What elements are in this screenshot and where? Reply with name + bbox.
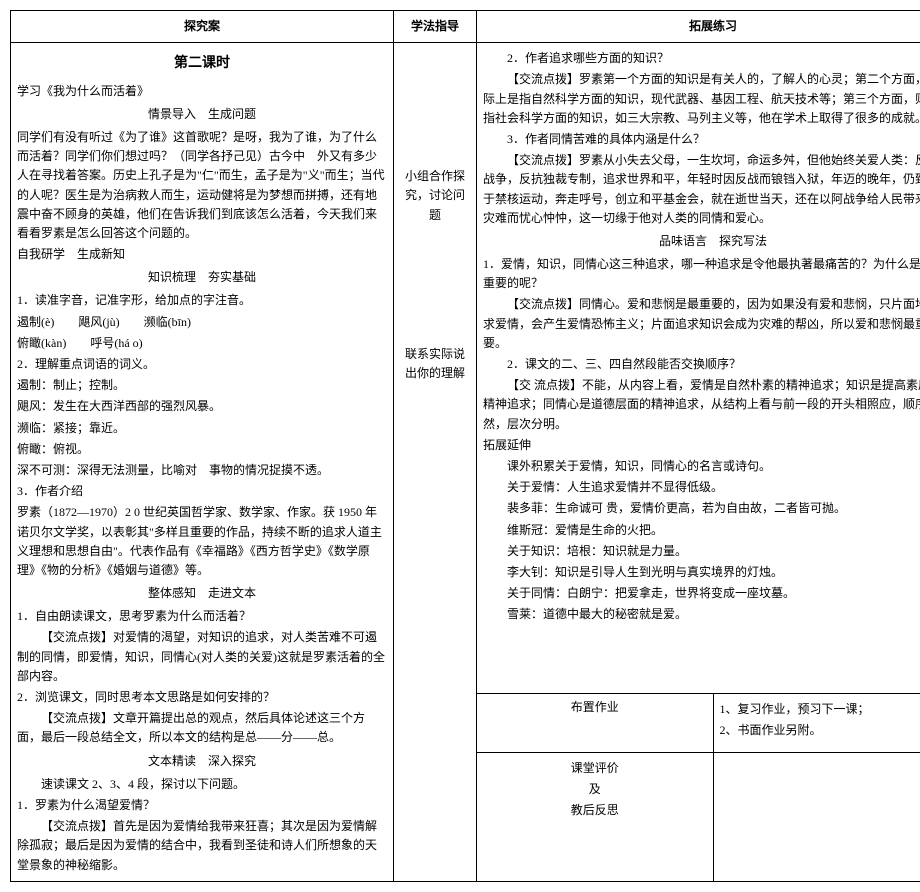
scene-intro-heading: 情景导入 生成问题 bbox=[17, 105, 387, 124]
taste-a1: 【交流点拨】同情心。爱和悲悯是最重要的，因为如果没有爱和悲悯，只片面地追求爱情，… bbox=[483, 295, 920, 353]
eval-content bbox=[713, 752, 920, 881]
overall-q1: 1．自由朗读课文，思考罗素为什么而活着？ bbox=[17, 607, 387, 626]
overall-heading: 整体感知 走进文本 bbox=[17, 584, 387, 603]
ext-line: 课外积累关于爱情，知识，同情心的名言或诗句。 bbox=[483, 457, 920, 476]
item2a: 遏制：制止；控制。 bbox=[17, 376, 387, 395]
header-col3: 拓展练习 bbox=[477, 11, 920, 43]
ext4: 关于知识：培根：知识就是力量。 bbox=[483, 542, 920, 561]
mid-block1: 小组合作探究，讨论问题 bbox=[400, 167, 470, 225]
lesson-plan-table: 探究案 学法指导 拓展练习 第二课时 学习《我为什么而活着》 情景导入 生成问题… bbox=[10, 10, 920, 882]
overall-a1: 【交流点拨】对爱情的渴望，对知识的追求，对人类苦难不可遏制的同情，即爱情，知识，… bbox=[17, 628, 387, 686]
header-col2: 学法指导 bbox=[394, 11, 477, 43]
q1: 1．罗素为什么渴望爱情？ bbox=[17, 796, 387, 815]
overall-a2: 【交流点拨】文章开篇提出总的观点，然后具体论述这三个方面，最后一段总结全文，所以… bbox=[17, 709, 387, 747]
item1-line2: 俯瞰(kàn) 呼号(há o) bbox=[17, 334, 387, 353]
assignment-label: 布置作业 bbox=[477, 693, 714, 752]
taste-q2: 2．课文的二、三、四自然段能否交换顺序？ bbox=[483, 355, 920, 374]
mid-block2: 联系实际说出你的理解 bbox=[400, 345, 470, 383]
eval-l1: 课堂评价 bbox=[483, 759, 707, 778]
q1-ans: 【交流点拨】首先是因为爱情给我带来狂喜；其次是因为爱情解除孤寂；最后是因为爱情的… bbox=[17, 817, 387, 875]
ext5: 李大钊：知识是引导人生到光明与真实境界的灯烛。 bbox=[483, 563, 920, 582]
text-read-heading: 文本精读 深入探究 bbox=[17, 752, 387, 771]
item1: 1．读准字音，记准字形，给加点的字注音。 bbox=[17, 291, 387, 310]
item2: 2．理解重点词语的词义。 bbox=[17, 355, 387, 374]
item2b: 飓风：发生在大西洋西部的强烈风暴。 bbox=[17, 397, 387, 416]
eval-label: 课堂评价 及 教后反思 bbox=[477, 752, 714, 881]
q2: 2．作者追求哪些方面的知识？ bbox=[483, 49, 920, 68]
overall-q2: 2．浏览课文，同时思考本文思路是如何安排的？ bbox=[17, 688, 387, 707]
item2e: 深不可测：深得无法测量，比喻对 事物的情况捉摸不透。 bbox=[17, 461, 387, 480]
q3-ans: 【交流点拨】罗素从小失去父母，一生坎坷，命运多舛，但他始终关爱人类：反对战争，反… bbox=[483, 151, 920, 228]
knowledge-heading: 知识梳理 夯实基础 bbox=[17, 268, 387, 287]
text-read-line: 速读课文 2、3、4 段，探讨以下问题。 bbox=[17, 775, 387, 794]
q2-ans: 【交流点拨】罗素第一个方面的知识是有关人的，了解人的心灵；第二个方面，实际上是指… bbox=[483, 70, 920, 128]
item3: 3．作者介绍 bbox=[17, 482, 387, 501]
item3-text: 罗素（1872—1970）2 0 世纪英国哲学家、数学家、作家。获 1950 年… bbox=[17, 503, 387, 580]
ext3: 维斯冠：爱情是生命的火把。 bbox=[483, 521, 920, 540]
assignment-1: 1、复习作业，预习下一课； bbox=[720, 700, 920, 719]
eval-l2: 及 bbox=[483, 780, 707, 799]
assignment-2: 2、书面作业另附。 bbox=[720, 721, 920, 740]
lesson-title: 第二课时 bbox=[17, 53, 387, 75]
taste-a2: 【交 流点拨】不能，从内容上看，爱情是自然朴素的精神追求；知识是提高素质的精神追… bbox=[483, 376, 920, 434]
ext2: 裴多菲：生命诚可 贵，爱情价更高，若为自由故，二者皆可抛。 bbox=[483, 499, 920, 518]
ext1: 关于爱情：人生追求爱情并不显得低级。 bbox=[483, 478, 920, 497]
header-col1: 探究案 bbox=[11, 11, 394, 43]
q3: 3．作者同情苦难的具体内涵是什么？ bbox=[483, 130, 920, 149]
study-line: 学习《我为什么而活着》 bbox=[17, 82, 387, 101]
assignment-content: 1、复习作业，预习下一课； 2、书面作业另附。 bbox=[713, 693, 920, 752]
content-row: 第二课时 学习《我为什么而活着》 情景导入 生成问题 同学们有没有听过《为了谁》… bbox=[11, 43, 920, 693]
eval-l3: 教后反思 bbox=[483, 801, 707, 820]
ext6: 关于同情：白朗宁：把爱拿走，世界将变成一座坟墓。 bbox=[483, 584, 920, 603]
item2c: 濒临：紧接；靠近。 bbox=[17, 419, 387, 438]
left-cell: 第二课时 学习《我为什么而活着》 情景导入 生成问题 同学们有没有听过《为了谁》… bbox=[11, 43, 394, 882]
mid-cell: 小组合作探究，讨论问题 联系实际说出你的理解 bbox=[394, 43, 477, 882]
ext7: 雪莱：道德中最大的秘密就是爱。 bbox=[483, 605, 920, 624]
intro-paragraph: 同学们有没有听过《为了谁》这首歌呢？是呀，我为了谁，为了什么而活着？同学们你们想… bbox=[17, 128, 387, 243]
taste-heading: 品味语言 探究写法 bbox=[483, 232, 920, 251]
taste-q1: 1．爱情，知识，同情心这三种追求，哪一种追求是令他最执著最痛苦的？为什么是最重要… bbox=[483, 255, 920, 293]
right-cell: 2．作者追求哪些方面的知识？ 【交流点拨】罗素第一个方面的知识是有关人的，了解人… bbox=[477, 43, 920, 693]
self-study-heading: 自我研学 生成新知 bbox=[17, 245, 387, 264]
item1-line: 遏制(è) 飓风(jù) 濒临(bīn) bbox=[17, 313, 387, 332]
item2d: 俯瞰：俯视。 bbox=[17, 440, 387, 459]
header-row: 探究案 学法指导 拓展练习 bbox=[11, 11, 920, 43]
ext-heading: 拓展延伸 bbox=[483, 436, 920, 455]
